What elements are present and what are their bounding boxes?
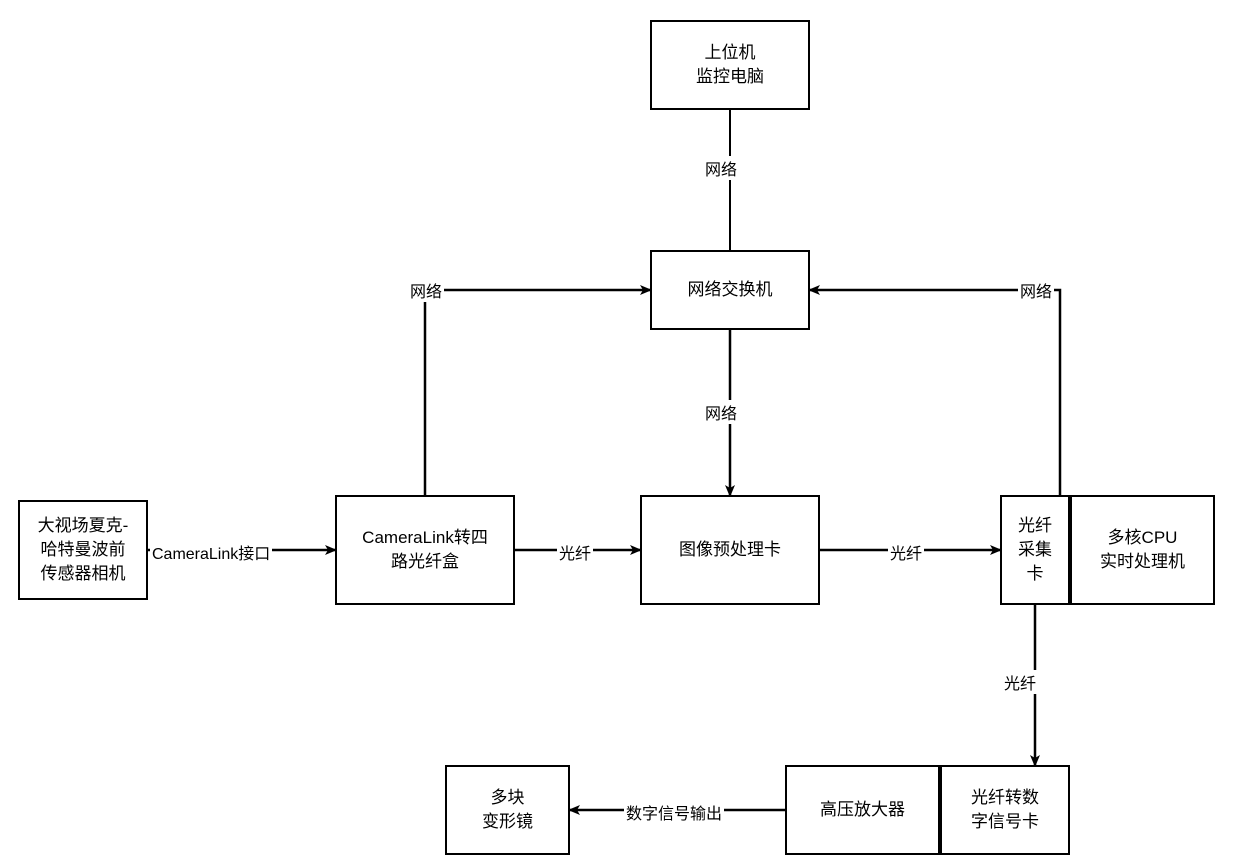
node-fibersig: 光纤转数 字信号卡 (940, 765, 1070, 855)
node-fibercard: 光纤 采集 卡 (1000, 495, 1070, 605)
node-fiberbox: CameraLink转四 路光纤盒 (335, 495, 515, 605)
edge-label-net1: 网络 (703, 156, 739, 180)
edge-label-fiber1: 光纤 (557, 540, 593, 564)
node-mirror: 多块 变形镜 (445, 765, 570, 855)
edge-label-fiber2: 光纤 (888, 540, 924, 564)
edge-label-net2: 网络 (703, 400, 739, 424)
node-host: 上位机 监控电脑 (650, 20, 810, 110)
edge-label-camlink: CameraLink接口 (150, 540, 272, 564)
node-amp: 高压放大器 (785, 765, 940, 855)
node-preproc: 图像预处理卡 (640, 495, 820, 605)
node-switch: 网络交换机 (650, 250, 810, 330)
edges-layer (0, 0, 1240, 868)
edge-label-net4: 网络 (1018, 278, 1054, 302)
edge-label-digsig: 数字信号输出 (624, 800, 724, 824)
node-camera: 大视场夏克- 哈特曼波前 传感器相机 (18, 500, 148, 600)
edge-label-net3: 网络 (408, 278, 444, 302)
node-cpu: 多核CPU 实时处理机 (1070, 495, 1215, 605)
edge-label-fiber3: 光纤 (1002, 670, 1038, 694)
